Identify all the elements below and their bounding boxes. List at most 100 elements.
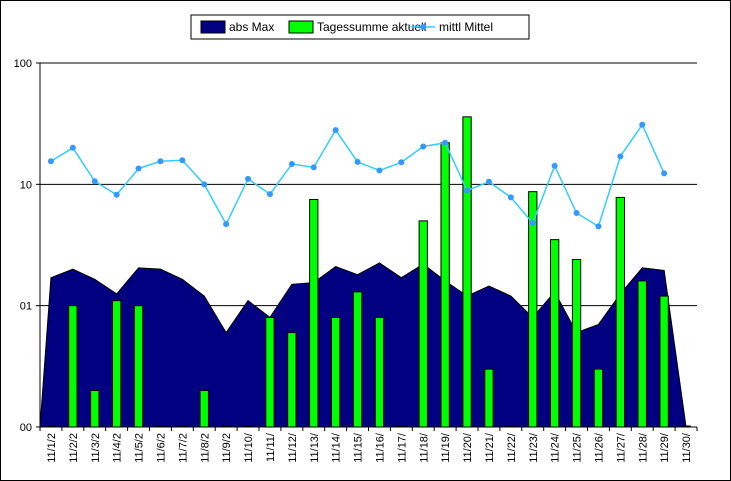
- line-point-11/18/: [420, 143, 427, 150]
- x-tick-label: 11/30/: [681, 432, 693, 463]
- bar-11/24/: [549, 239, 560, 428]
- bar-11/5/2: [133, 305, 144, 428]
- y-tick-label: 01: [20, 301, 32, 313]
- line-point-11/5/2: [135, 165, 142, 172]
- line-point-11/6/2: [157, 158, 164, 165]
- line-point-11/21/: [485, 178, 492, 185]
- x-tick-label: 11/17/: [396, 432, 408, 463]
- line-point-11/8/2: [201, 181, 208, 188]
- line-point-11/23/: [529, 220, 536, 227]
- line-point-11/19/: [442, 139, 449, 146]
- bar-11/11/: [265, 316, 275, 428]
- bar-11/19/: [440, 142, 450, 428]
- line-point-11/11/: [266, 191, 273, 198]
- line-point-11/13/: [310, 164, 317, 171]
- x-tick-label: 11/1/2: [46, 433, 58, 463]
- line-point-11/1/2: [47, 158, 54, 165]
- bar-11/2/2: [68, 305, 78, 428]
- x-tick-label: 11/26/: [593, 432, 605, 463]
- line-point-11/7/2: [179, 157, 186, 164]
- x-tick-label: 11/7/2: [177, 433, 189, 463]
- bar-11/15/: [352, 291, 363, 428]
- x-tick-label: 11/21/: [484, 432, 496, 463]
- line-point-11/4/2: [113, 191, 120, 198]
- line-point-11/29/: [661, 170, 668, 177]
- line-point-11/12/: [288, 161, 295, 168]
- bar-11/16/: [374, 316, 385, 428]
- x-tick-label: 11/5/2: [134, 433, 146, 463]
- bar-11/3/2: [90, 389, 100, 428]
- abs-max-area: [39, 262, 687, 428]
- legend-box: [190, 14, 530, 40]
- line-point-11/17/: [398, 159, 405, 166]
- x-tick-label: 11/9/2: [221, 433, 233, 463]
- legend-label: abs Max: [229, 20, 274, 34]
- x-tick-label: 11/10/: [243, 432, 255, 463]
- x-tick-labels: 11/1/2 11/2/2 11/3/2 11/4/2 11/5/2 11/6/2 11/7…: [46, 432, 693, 463]
- y-tick-label: 100: [14, 58, 32, 70]
- mittl-mittel-line: [47, 121, 668, 230]
- bar-11/12/: [287, 332, 297, 428]
- line-point-11/27/: [617, 153, 624, 160]
- line-point-11/2/2: [69, 144, 76, 151]
- x-tick-label: 11/24/: [550, 432, 562, 463]
- legend-label: mittl Mittel: [439, 20, 493, 34]
- x-tick-label: 11/2/2: [68, 433, 80, 463]
- x-tick-label: 11/15/: [353, 432, 365, 463]
- line-point-11/20/: [464, 187, 471, 194]
- x-tick-label: 11/12/: [287, 432, 299, 463]
- bar-11/20/: [462, 116, 472, 428]
- bar-11/28/: [637, 280, 647, 428]
- bar-11/23/: [528, 191, 538, 428]
- bar-11/21/: [484, 368, 494, 428]
- x-tick-label: 11/13/: [309, 432, 321, 463]
- line-point-11/22/: [507, 194, 514, 201]
- line-point-11/9/2: [223, 221, 230, 228]
- x-tick-label: 11/19/: [440, 432, 452, 463]
- x-tick-label: 11/14/: [331, 432, 343, 463]
- x-tick-label: 11/22/: [506, 432, 518, 463]
- x-tick-label: 11/11/: [265, 432, 277, 462]
- abs-max-area-shape: [39, 262, 687, 428]
- x-tick-label: 11/18/: [418, 432, 430, 463]
- line-point-11/28/: [639, 121, 646, 128]
- bar-11/29/: [659, 295, 669, 428]
- x-tick-label: 11/28/: [637, 432, 649, 463]
- x-tick-label: 11/20/: [462, 432, 474, 463]
- x-tick-label: 11/29/: [659, 432, 671, 463]
- x-tick-label: 11/8/2: [199, 433, 211, 463]
- line-point-11/14/: [332, 127, 339, 134]
- x-tick-label: 11/3/2: [90, 433, 102, 463]
- axes: [36, 62, 698, 431]
- bar-11/4/2: [111, 300, 122, 428]
- line-point-11/10/: [245, 175, 252, 182]
- bar-11/14/: [330, 316, 341, 428]
- bar-11/18/: [418, 220, 428, 428]
- x-tick-label: 11/23/: [528, 432, 540, 463]
- line-point-11/15/: [354, 158, 361, 165]
- x-tick-label: 11/27/: [615, 432, 627, 463]
- line-point-11/3/2: [91, 178, 98, 185]
- x-tick-label: 11/25/: [572, 432, 584, 463]
- x-tick-label: 11/6/2: [155, 433, 167, 463]
- legend: abs Max Tagessumme aktuell mittl Mittel: [190, 14, 530, 40]
- legend-label: Tagessumme aktuell: [317, 20, 426, 34]
- legend-swatch-area: [200, 20, 226, 34]
- x-tick-label: 11/16/: [374, 432, 386, 463]
- line-point-11/25/: [573, 210, 580, 217]
- bar-11/25/: [571, 259, 582, 428]
- legend-swatch-bar: [288, 20, 314, 34]
- bar-11/27/: [615, 196, 626, 428]
- line-point-11/26/: [595, 223, 602, 230]
- bar-11/26/: [593, 368, 604, 428]
- line-point-11/16/: [376, 167, 383, 174]
- line-point-11/24/: [551, 162, 558, 169]
- y-tick-label: 00: [20, 422, 32, 434]
- legend-marker: [420, 24, 426, 30]
- x-tick-label: 11/4/2: [112, 433, 124, 463]
- bar-11/8/2: [199, 389, 209, 428]
- y-tick-label: 10: [20, 179, 32, 191]
